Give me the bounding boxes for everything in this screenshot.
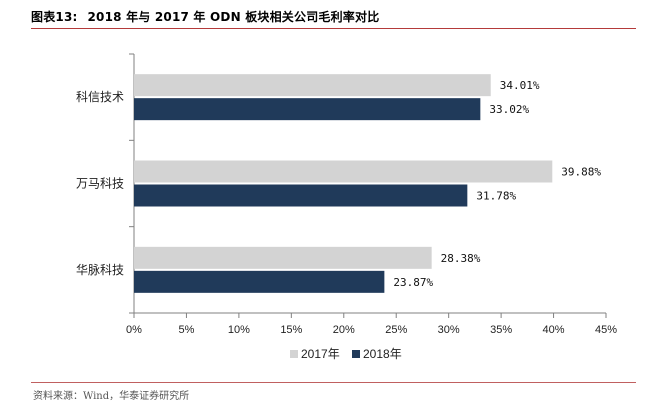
- x-tick-label: 5%: [178, 324, 194, 336]
- legend-swatch: [290, 350, 298, 358]
- data-label: 33.02%: [489, 103, 529, 116]
- bar-2017: [134, 246, 432, 269]
- category-label: 华脉科技: [76, 262, 124, 277]
- x-tick-label: 10%: [228, 324, 250, 336]
- data-label: 23.87%: [393, 276, 433, 289]
- x-tick-label: 30%: [438, 324, 460, 336]
- title-rule: [31, 28, 636, 29]
- bar-2017: [134, 160, 553, 183]
- category-label: 科信技术: [76, 90, 124, 104]
- x-tick-label: 0%: [126, 324, 142, 336]
- legend-swatch: [352, 350, 360, 358]
- category-label: 万马科技: [76, 177, 124, 191]
- bar-2017: [134, 74, 491, 97]
- bar-2018: [134, 270, 385, 293]
- source-rule: [31, 382, 636, 383]
- legend-label: 2018年: [363, 347, 402, 361]
- bar-2018: [134, 184, 468, 207]
- x-tick-label: 45%: [595, 324, 617, 336]
- figure-number: 图表13:: [31, 10, 78, 24]
- x-tick-label: 25%: [385, 324, 407, 336]
- x-tick-label: 20%: [333, 324, 355, 336]
- data-label: 28.38%: [441, 252, 481, 265]
- x-tick-label: 40%: [543, 324, 565, 336]
- data-label: 31.78%: [476, 190, 516, 203]
- x-tick-label: 15%: [280, 324, 302, 336]
- x-tick-label: 35%: [490, 324, 512, 336]
- source-note: 资料来源：Wind，华泰证券研究所: [33, 391, 190, 402]
- bar-2018: [134, 98, 481, 121]
- data-label: 39.88%: [561, 166, 601, 179]
- data-label: 34.01%: [500, 79, 540, 92]
- figure-title-text: 2018 年与 2017 年 ODN 板块相关公司毛利率对比: [87, 10, 380, 24]
- figure-title: 图表13: 2018 年与 2017 年 ODN 板块相关公司毛利率对比: [31, 8, 379, 25]
- legend-label: 2017年: [301, 347, 340, 361]
